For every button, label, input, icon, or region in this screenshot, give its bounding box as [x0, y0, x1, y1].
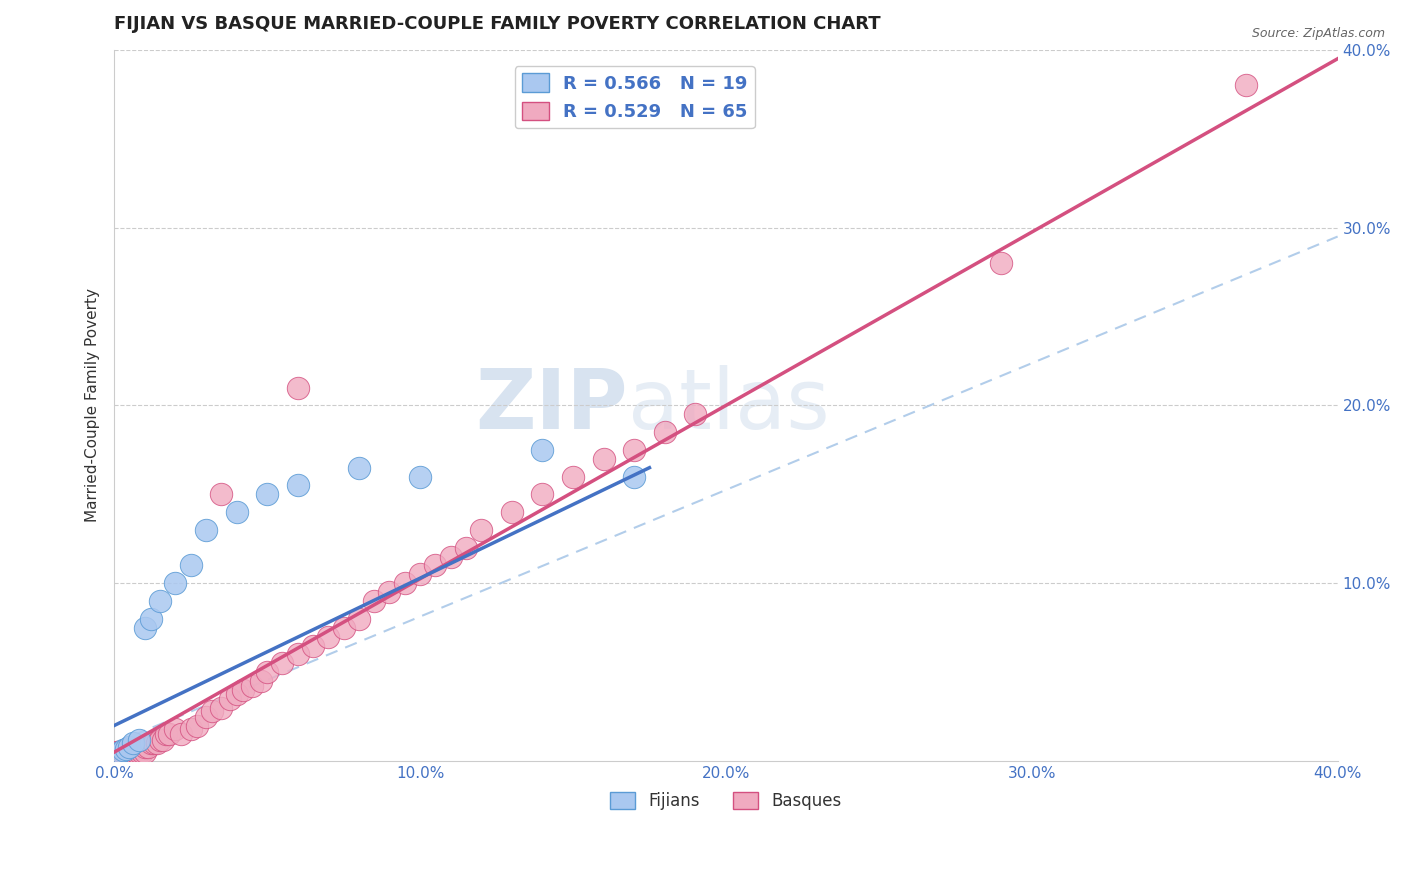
Point [121, 745, 143, 759]
Point [118, 745, 141, 759]
Point [256, 487, 278, 501]
Point [990, 256, 1012, 270]
Point [592, 451, 614, 466]
Point [209, 700, 232, 714]
Point [302, 639, 325, 653]
Point [112, 745, 135, 759]
Point [209, 487, 232, 501]
Point [378, 585, 401, 599]
Point [194, 709, 217, 723]
Point [110, 745, 132, 759]
Text: atlas: atlas [628, 365, 830, 446]
Point [134, 745, 156, 759]
Point [115, 745, 138, 759]
Point [118, 739, 141, 754]
Point [201, 704, 224, 718]
Point [287, 478, 309, 492]
Point [124, 745, 146, 759]
Point [110, 745, 132, 759]
Point [112, 743, 135, 757]
Point [105, 745, 128, 759]
Point [347, 612, 370, 626]
Point [194, 523, 217, 537]
Point [1234, 78, 1257, 93]
Point [118, 745, 141, 759]
Point [152, 732, 174, 747]
Point [180, 558, 202, 573]
Point [623, 442, 645, 457]
Point [128, 745, 150, 759]
Point [128, 732, 150, 747]
Point [501, 505, 523, 519]
Y-axis label: Married-Couple Family Poverty: Married-Couple Family Poverty [86, 288, 100, 523]
Point [121, 736, 143, 750]
Point [685, 408, 707, 422]
Point [250, 674, 273, 689]
Text: ZIP: ZIP [475, 365, 628, 446]
Point [654, 425, 676, 439]
Point [149, 594, 172, 608]
Point [165, 722, 187, 736]
Point [623, 469, 645, 483]
Point [332, 621, 354, 635]
Point [146, 736, 169, 750]
Point [121, 745, 143, 759]
Point [115, 745, 138, 759]
Point [115, 741, 138, 756]
Point [142, 736, 165, 750]
Point [454, 541, 477, 555]
Point [240, 680, 263, 694]
Point [425, 558, 447, 573]
Text: FIJIAN VS BASQUE MARRIED-COUPLE FAMILY POVERTY CORRELATION CHART: FIJIAN VS BASQUE MARRIED-COUPLE FAMILY P… [114, 15, 880, 33]
Point [409, 469, 432, 483]
Point [225, 505, 247, 519]
Point [531, 442, 554, 457]
Point [110, 745, 132, 759]
Point [139, 612, 162, 626]
Point [531, 487, 554, 501]
Point [131, 745, 153, 759]
Point [149, 732, 172, 747]
Point [287, 381, 309, 395]
Point [186, 718, 208, 732]
Point [136, 739, 159, 754]
Point [271, 657, 294, 671]
Point [157, 727, 180, 741]
Point [225, 686, 247, 700]
Point [347, 460, 370, 475]
Point [139, 736, 162, 750]
Point [155, 727, 177, 741]
Point [562, 469, 585, 483]
Point [118, 745, 141, 759]
Point [219, 691, 242, 706]
Text: Source: ZipAtlas.com: Source: ZipAtlas.com [1251, 27, 1385, 40]
Point [165, 576, 187, 591]
Point [316, 630, 339, 644]
Point [256, 665, 278, 680]
Point [440, 549, 463, 564]
Point [363, 594, 385, 608]
Point [170, 727, 193, 741]
Point [124, 745, 146, 759]
Point [134, 739, 156, 754]
Point [287, 648, 309, 662]
Point [134, 621, 156, 635]
Point [470, 523, 492, 537]
Legend: Fijians, Basques: Fijians, Basques [603, 785, 848, 817]
Point [112, 745, 135, 759]
Point [394, 576, 416, 591]
Point [232, 682, 254, 697]
Point [180, 722, 202, 736]
Point [409, 567, 432, 582]
Point [105, 745, 128, 759]
